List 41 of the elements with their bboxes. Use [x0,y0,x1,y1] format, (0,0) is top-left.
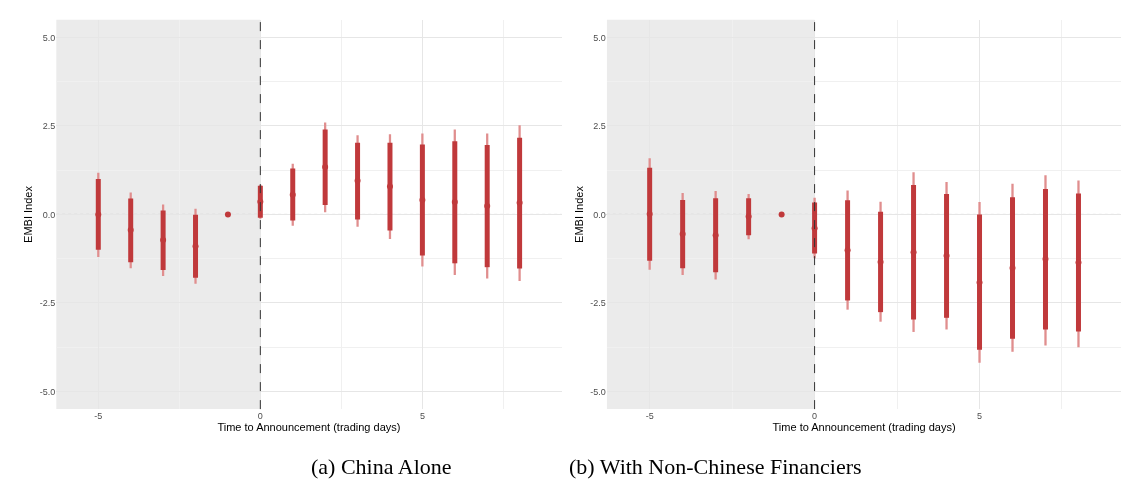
y-tick-label: -5.0 [39,386,56,397]
point [95,211,102,218]
text: (a) China Alone [311,454,452,479]
point [844,247,851,254]
y-tick-label: -2.5 [39,298,56,309]
x-axis-title: Time to Announcement (trading days) [772,421,956,434]
x-tick-label: 0 [812,411,818,422]
x-tick-label: 5 [977,411,983,422]
point [419,196,426,203]
point [451,199,458,206]
point [322,164,329,171]
point [516,199,523,206]
x-tick-label: -5 [645,411,654,422]
y-tick-label: 0.0 [42,209,56,220]
y-tick-label: 2.5 [42,121,56,132]
point [484,202,491,209]
point [679,230,686,237]
y-axis-title: EMBI Index [22,185,35,243]
point [712,232,719,239]
point [354,177,361,184]
y-tick-label: -5.0 [590,386,606,397]
y-tick-label: -2.5 [590,298,606,309]
y-tick-label: 0.0 [593,209,606,220]
y-tick-label: 5.0 [593,32,606,43]
point [745,213,752,220]
point [127,227,134,234]
y-tick-label: 5.0 [42,32,56,43]
point [1075,259,1082,266]
y-tick-label: 2.5 [593,121,606,132]
point [976,279,983,286]
point [386,183,393,190]
point [289,191,296,198]
x-axis-title: Time to Announcement (trading days) [217,421,401,434]
y-axis-title: EMBI Index [572,185,585,243]
text: (b) With Non-Chinese Financiers [569,454,862,479]
x-tick-label: -5 [94,411,103,422]
x-tick-label: 0 [257,411,263,422]
point [910,249,917,256]
point [160,236,167,243]
x-tick-label: 5 [419,411,425,422]
point [646,211,653,218]
